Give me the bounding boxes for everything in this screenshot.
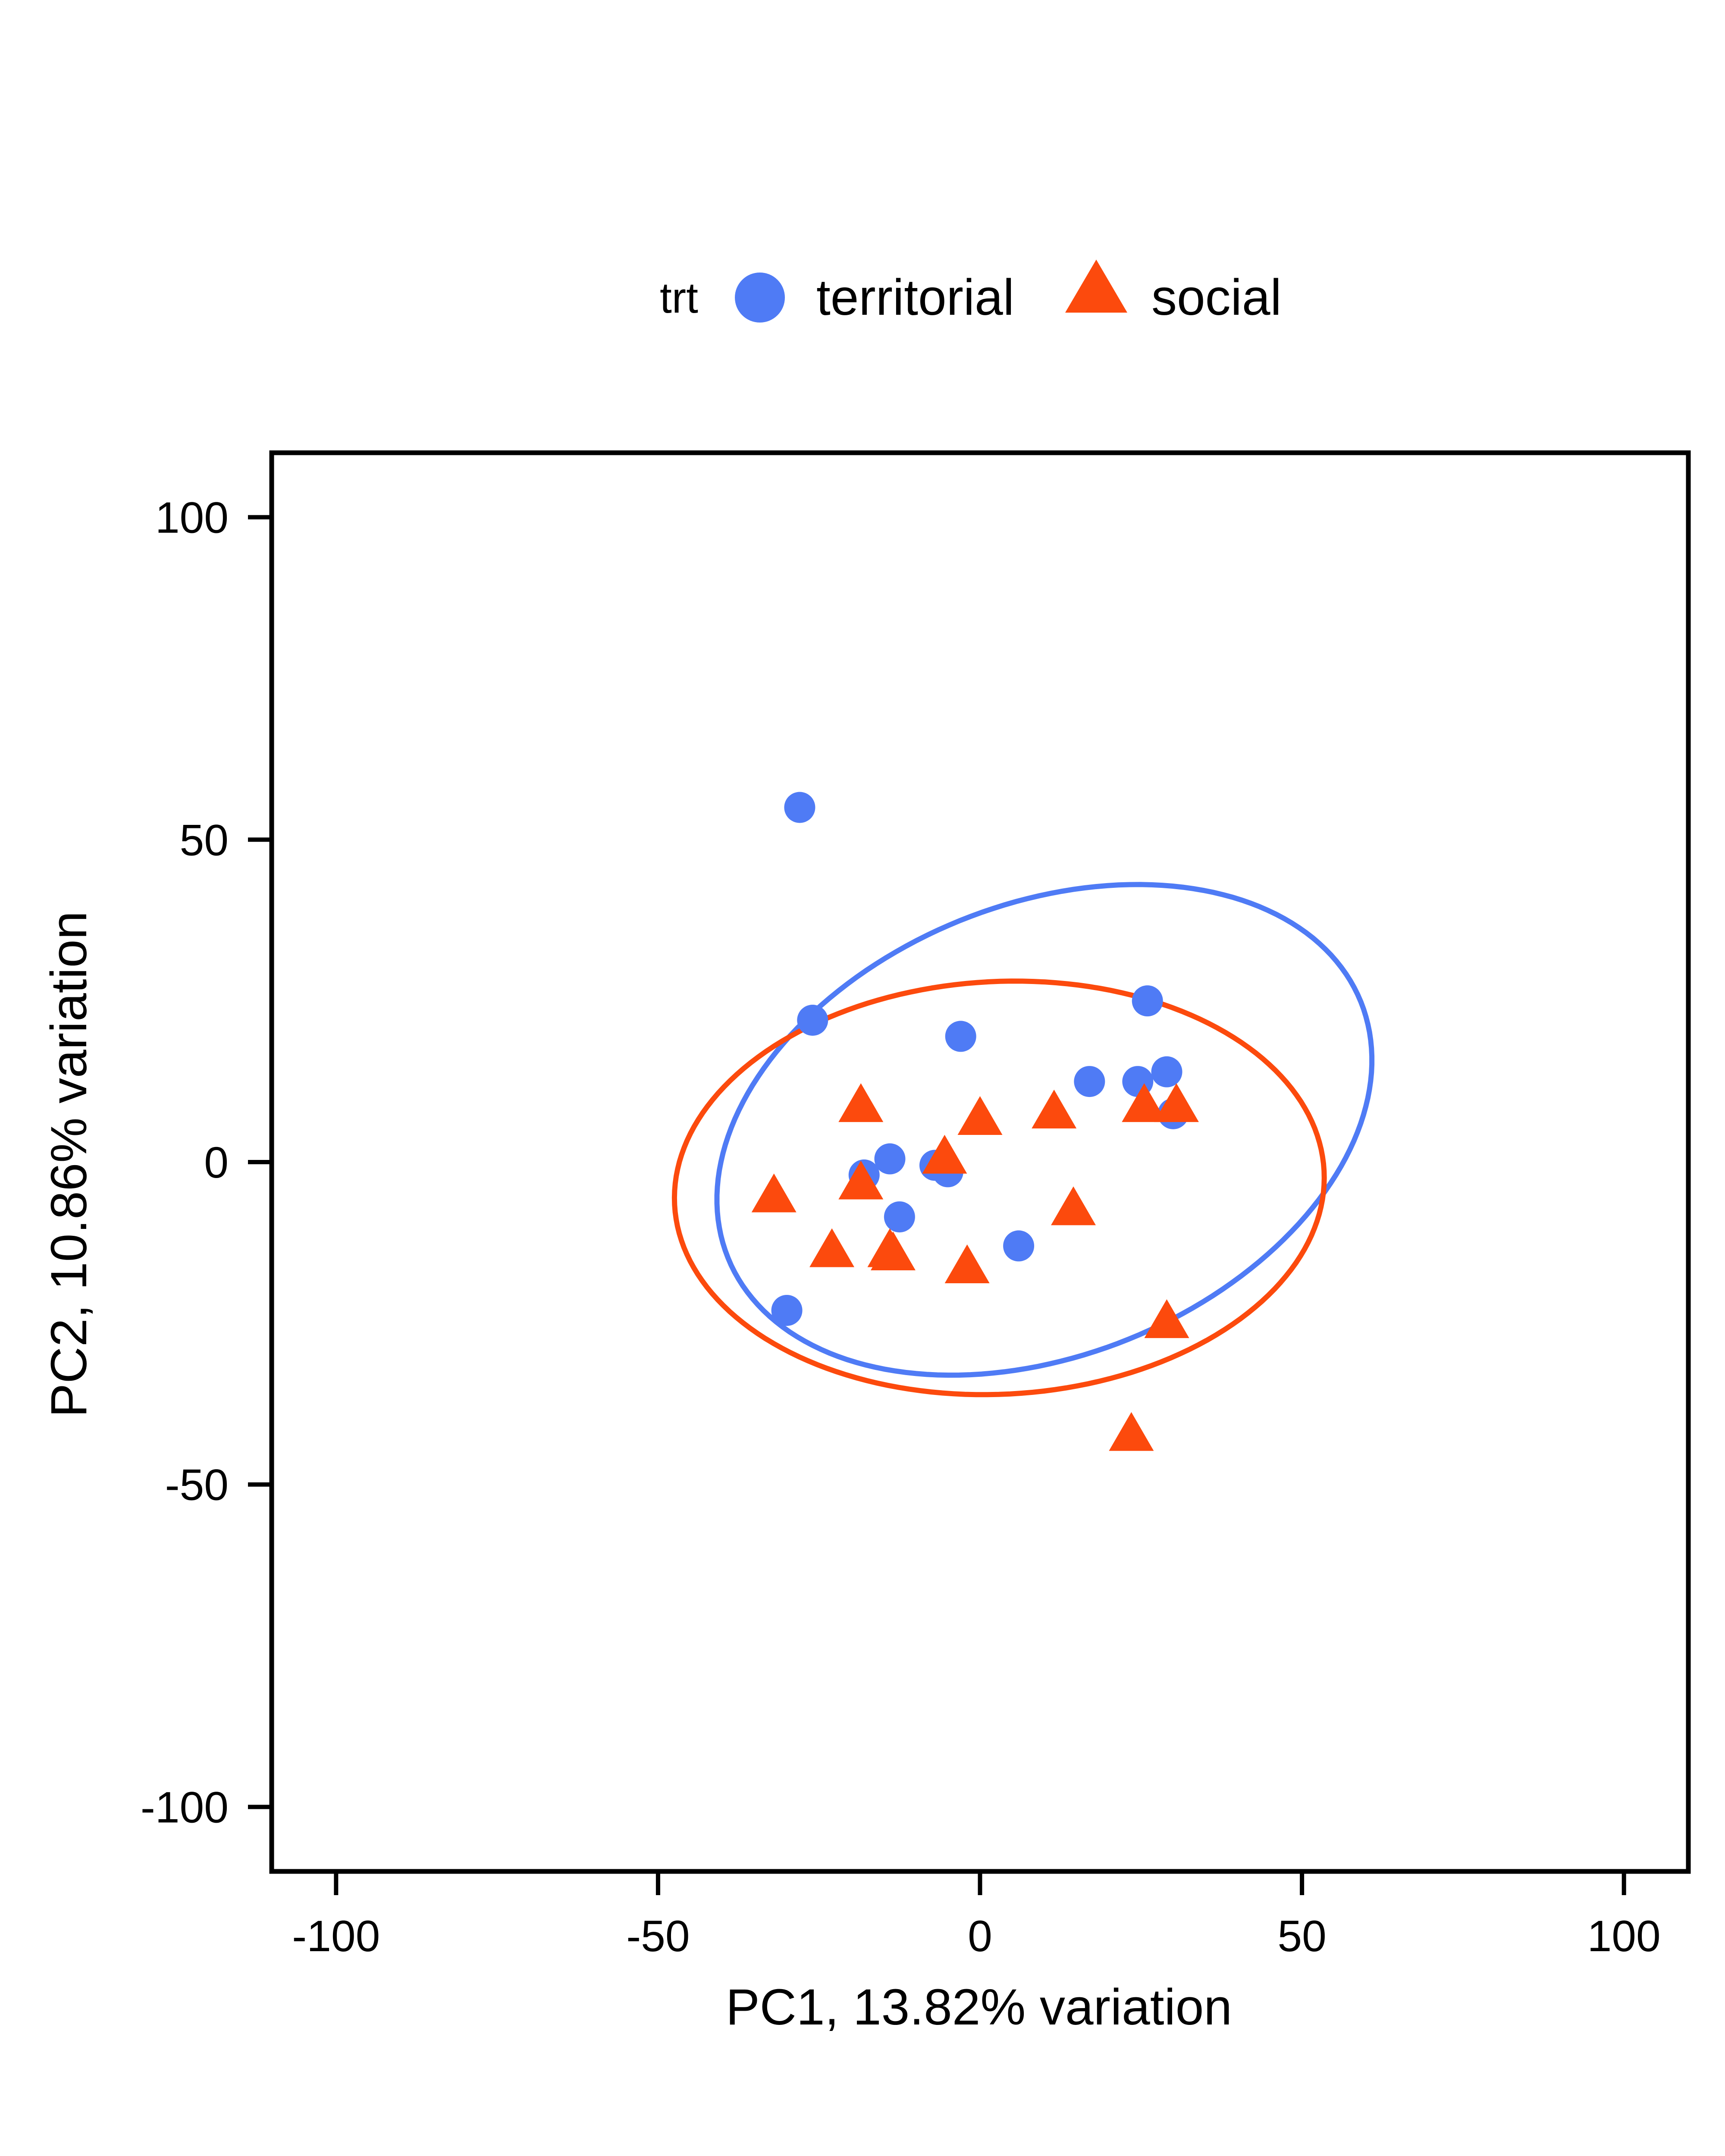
x-tick-label: -50 [626,1912,690,1961]
legend: trt territorial social [660,260,1282,326]
point-social [922,1134,967,1174]
point-social [944,1244,990,1283]
legend-title: trt [660,274,698,322]
ellipse-territorial [714,882,1375,1378]
point-territorial [797,1005,828,1036]
point-social [1144,1299,1189,1338]
point-social [838,1160,884,1200]
point-social [809,1228,855,1267]
point-social [1109,1412,1154,1451]
legend-marker-territorial [735,273,785,323]
point-social [1032,1090,1077,1129]
x-axis: -100 -50 0 50 100 [292,1874,1661,1961]
point-territorial [1151,1056,1182,1087]
point-social [870,1232,916,1271]
point-territorial [945,1021,976,1052]
point-territorial [1074,1066,1105,1097]
data-points [751,792,1199,1451]
legend-label-social: social [1151,269,1282,326]
point-territorial [874,1143,906,1175]
x-axis-title: PC1, 13.82% variation [726,1979,1232,2036]
point-territorial [784,792,815,823]
x-tick-label: -100 [292,1912,380,1961]
y-axis-title: PC2, 10.86% variation [41,911,97,1417]
plot-frame [269,450,1691,1874]
x-tick-label: 0 [968,1912,992,1961]
y-tick-label: -50 [165,1460,229,1510]
legend-label-territorial: territorial [816,269,1014,326]
point-territorial [884,1201,915,1233]
y-tick-label: 100 [155,493,229,542]
y-axis: -100 -50 0 50 100 [141,493,270,1832]
point-social [1051,1186,1096,1225]
point-territorial [771,1294,803,1326]
y-tick-label: -100 [141,1783,229,1832]
y-tick-label: 50 [180,815,229,865]
point-social [1154,1083,1199,1122]
legend-marker-social [1065,260,1127,313]
point-social [1122,1083,1167,1122]
point-territorial [1132,985,1163,1017]
point-territorial [1003,1230,1035,1262]
x-tick-label: 100 [1587,1912,1661,1961]
point-social [957,1096,1003,1135]
point-social [838,1083,884,1122]
point-social [751,1173,797,1213]
x-tick-label: 50 [1277,1912,1326,1961]
y-tick-label: 0 [204,1138,229,1187]
